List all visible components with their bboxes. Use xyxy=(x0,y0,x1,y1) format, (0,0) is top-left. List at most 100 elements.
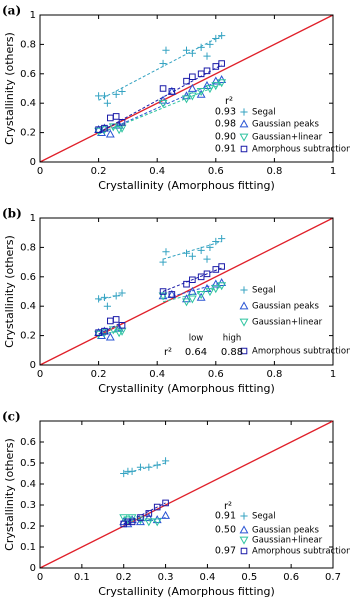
marker xyxy=(100,92,109,100)
marker xyxy=(196,291,206,300)
marker xyxy=(240,108,248,116)
fit-line xyxy=(162,286,222,303)
r2-column: high xyxy=(223,334,242,344)
y-tick-label: 0.6 xyxy=(20,69,36,80)
y-tick-label: 0.4 xyxy=(20,479,36,490)
fit-line xyxy=(98,64,222,134)
marker xyxy=(189,276,196,284)
marker xyxy=(128,518,136,526)
legend-label: Segal xyxy=(252,512,276,522)
marker xyxy=(217,79,227,88)
marker xyxy=(189,73,196,81)
marker xyxy=(187,83,197,92)
y-tick-label: 0 xyxy=(30,157,36,168)
identity-line xyxy=(39,14,334,163)
legend-label: Gaussian+linear xyxy=(252,536,323,546)
marker xyxy=(101,124,108,132)
x-tick-label: 1 xyxy=(330,166,336,177)
y-tick-label: 0.4 xyxy=(20,98,36,109)
marker xyxy=(240,347,248,355)
plot-frame xyxy=(39,420,334,569)
marker xyxy=(100,293,109,301)
r2-value: 0.98 xyxy=(215,119,236,130)
y-tick-label: 0.2 xyxy=(20,128,36,139)
x-axis-label: Crystallinity (Amorphous fitting) xyxy=(98,179,275,192)
marker xyxy=(158,99,168,108)
panel-label: (a) xyxy=(2,4,21,18)
marker xyxy=(101,327,108,335)
legend-label: Gaussian peaks xyxy=(252,120,319,130)
marker xyxy=(240,547,248,555)
marker xyxy=(119,514,129,523)
marker xyxy=(112,90,120,98)
panel-label: (b) xyxy=(2,207,22,221)
marker xyxy=(162,248,170,256)
marker xyxy=(112,113,120,120)
marker xyxy=(188,252,196,260)
marker xyxy=(212,266,220,273)
x-axis-label: Crystallinity (Amorphous fitting) xyxy=(98,585,275,598)
marker xyxy=(105,332,115,341)
marker xyxy=(217,282,227,291)
fit-line xyxy=(98,321,123,335)
x-tick-label: 0 xyxy=(37,572,43,583)
marker xyxy=(239,119,249,128)
r2-title: r² xyxy=(225,96,233,107)
legend-label: Gaussian peaks xyxy=(252,302,319,312)
marker xyxy=(120,469,128,478)
marker xyxy=(211,285,221,294)
marker xyxy=(95,295,103,303)
r2-value: 0.91 xyxy=(215,144,236,155)
marker xyxy=(161,510,171,519)
marker xyxy=(203,52,211,60)
legend-label: Amorphous subtraction xyxy=(252,547,350,557)
marker xyxy=(95,329,102,336)
identity-line xyxy=(39,420,334,569)
legend-label: Gaussian peaks xyxy=(252,526,319,536)
marker xyxy=(196,88,206,97)
y-tick-label: 0.1 xyxy=(20,542,36,553)
marker xyxy=(206,243,214,251)
marker xyxy=(168,291,176,298)
y-tick-label: 0.6 xyxy=(20,272,36,283)
x-tick-label: 0.8 xyxy=(266,369,282,380)
marker xyxy=(103,302,111,310)
marker xyxy=(239,525,249,534)
legend-label: Amorphous subtraction xyxy=(252,347,350,357)
marker xyxy=(118,322,126,329)
x-tick-label: 0.3 xyxy=(158,572,174,583)
marker xyxy=(182,46,191,54)
marker xyxy=(188,49,196,57)
marker xyxy=(205,288,215,297)
y-tick-label: 0.5 xyxy=(20,458,36,469)
x-tick-label: 0.8 xyxy=(266,166,282,177)
marker xyxy=(218,234,226,243)
x-tick-label: 0 xyxy=(37,166,43,177)
marker xyxy=(182,95,191,104)
marker xyxy=(159,85,167,92)
marker xyxy=(197,70,205,78)
r2-value: 0.93 xyxy=(215,107,236,118)
marker xyxy=(239,133,249,142)
marker xyxy=(168,88,176,95)
r2-value: 0.91 xyxy=(215,511,236,522)
marker xyxy=(153,503,161,511)
marker xyxy=(212,237,220,246)
r2-column: low xyxy=(189,334,204,344)
marker xyxy=(240,145,248,153)
marker xyxy=(196,292,206,301)
marker xyxy=(211,279,221,288)
marker xyxy=(162,499,169,507)
marker xyxy=(182,249,191,257)
y-tick-label: 0 xyxy=(30,563,36,574)
r2-title: r² xyxy=(224,501,232,512)
marker xyxy=(218,263,225,270)
marker xyxy=(136,517,145,526)
marker xyxy=(162,46,170,54)
marker xyxy=(212,34,220,43)
marker xyxy=(218,31,226,40)
marker xyxy=(158,292,168,301)
marker xyxy=(118,87,126,96)
marker xyxy=(203,270,211,278)
x-tick-label: 1 xyxy=(330,369,336,380)
